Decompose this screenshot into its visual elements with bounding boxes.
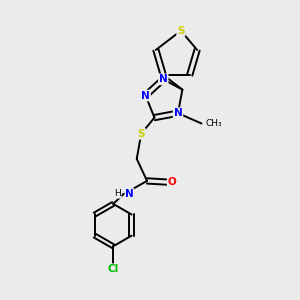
Text: S: S [137, 129, 145, 139]
Text: N: N [141, 91, 150, 100]
Text: S: S [177, 26, 185, 36]
Text: CH₃: CH₃ [206, 119, 223, 128]
Text: N: N [125, 189, 134, 199]
Text: O: O [168, 177, 176, 188]
Text: N: N [159, 74, 168, 84]
Text: N: N [174, 108, 182, 118]
Text: Cl: Cl [108, 264, 119, 274]
Text: H: H [114, 189, 121, 198]
